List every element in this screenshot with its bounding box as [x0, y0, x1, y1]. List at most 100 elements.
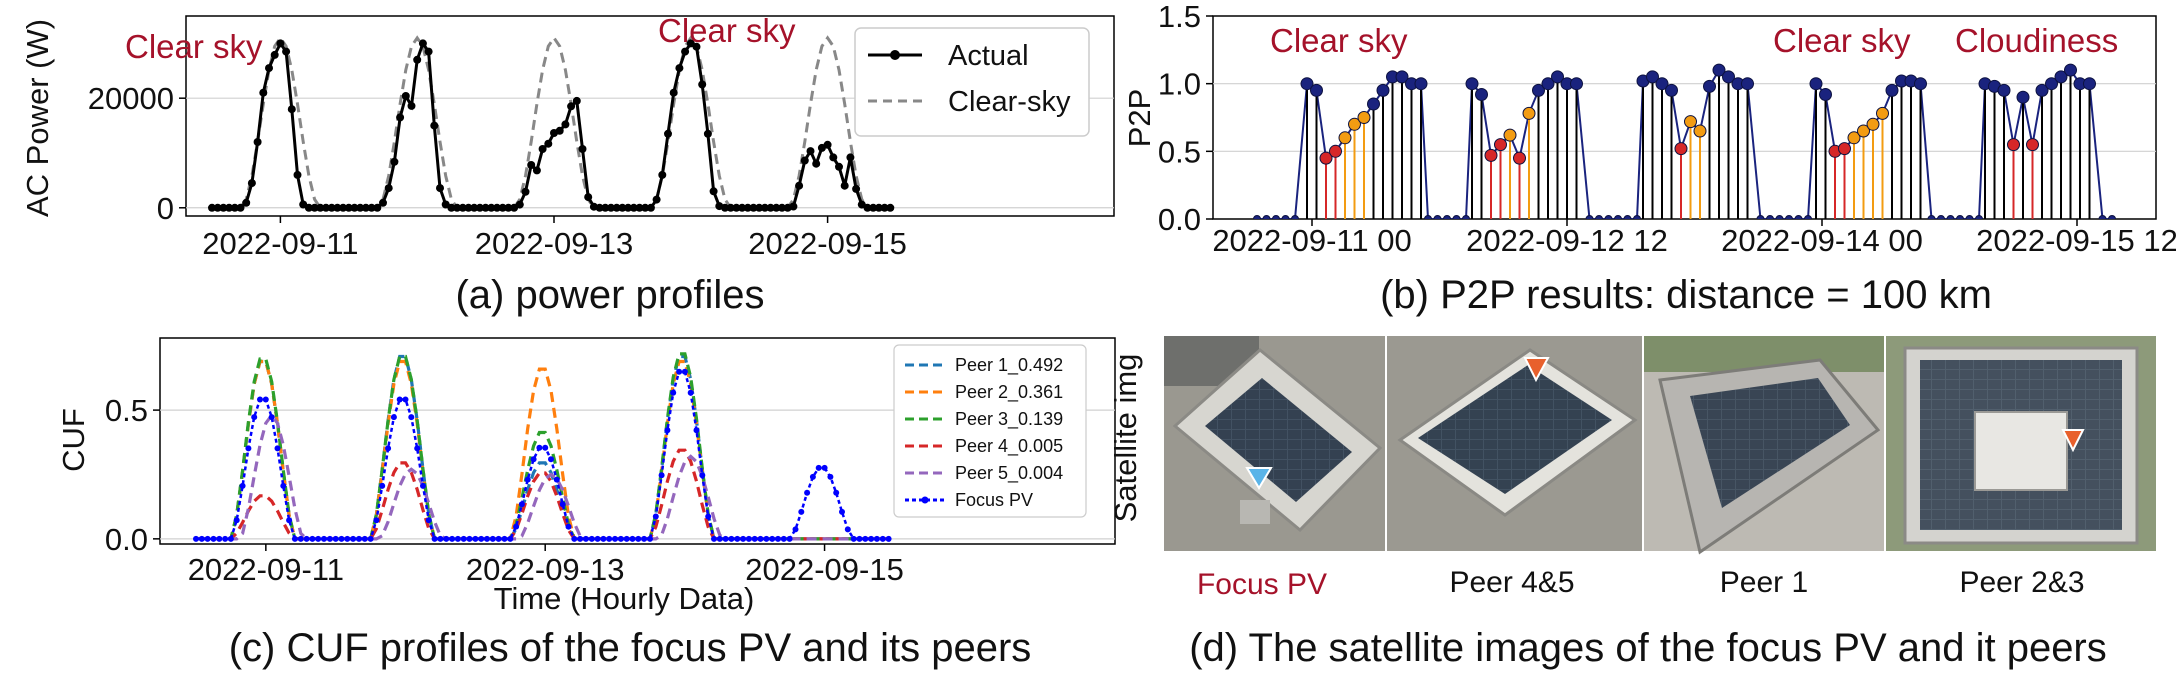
- point-focus-pv: [379, 482, 386, 489]
- point-focus-pv: [670, 389, 677, 396]
- point-p2p: [1503, 128, 1517, 142]
- point-actual: [379, 198, 387, 207]
- point-p2p: [1693, 124, 1707, 138]
- point-focus-pv: [460, 535, 467, 542]
- point-focus-pv: [297, 535, 304, 542]
- point-focus-pv: [431, 535, 438, 542]
- point-actual: [874, 203, 883, 212]
- point-p2p: [1300, 77, 1314, 91]
- point-actual: [413, 55, 422, 64]
- point-actual: [208, 203, 216, 212]
- point-focus-pv: [326, 535, 333, 542]
- point-actual: [812, 159, 821, 168]
- point-actual: [265, 64, 273, 73]
- point-p2p: [1281, 215, 1290, 219]
- point-p2p: [2064, 63, 2077, 77]
- point-actual: [418, 39, 427, 48]
- caption-a: (a) power profiles: [455, 273, 764, 317]
- point-p2p: [2007, 138, 2020, 152]
- point-p2p: [1847, 131, 1861, 145]
- point-p2p: [1424, 215, 1432, 219]
- point-p2p: [1965, 215, 1974, 219]
- point-actual: [800, 156, 809, 165]
- ylabel-c: CUF: [56, 408, 91, 472]
- point-p2p: [1475, 88, 1488, 101]
- point-p2p: [1541, 77, 1555, 91]
- point-p2p: [1262, 215, 1271, 219]
- point-actual: [755, 203, 764, 212]
- point-focus-pv: [484, 535, 490, 542]
- ytick-label-b: 0.0: [1158, 202, 1201, 237]
- point-focus-pv: [879, 535, 886, 542]
- xticks-c: 2022-09-11 2022-09-13 2022-09-15: [188, 544, 904, 587]
- point-p2p: [2054, 70, 2068, 84]
- point-p2p: [1857, 124, 1870, 138]
- solar-array: [1418, 365, 1612, 494]
- point-focus-pv: [280, 482, 287, 489]
- point-p2p: [2026, 138, 2039, 152]
- point-p2p: [2035, 83, 2049, 97]
- point-focus-pv: [705, 513, 712, 520]
- point-p2p: [1809, 77, 1823, 91]
- point-focus-pv: [495, 535, 502, 542]
- point-actual: [749, 203, 758, 212]
- point-focus-pv: [373, 517, 380, 524]
- point-actual: [835, 162, 843, 171]
- point-p2p: [1357, 111, 1371, 124]
- point-focus-pv: [454, 535, 461, 542]
- point-actual: [242, 198, 251, 207]
- annotation-clear-sky-b1: Clear sky: [1270, 22, 1408, 59]
- point-focus-pv: [757, 535, 764, 542]
- yticks-a: 0 20000: [88, 81, 186, 226]
- point-focus-pv: [635, 535, 642, 542]
- point-focus-pv: [309, 535, 316, 542]
- point-focus-pv: [780, 535, 787, 542]
- point-p2p: [1513, 151, 1526, 165]
- point-actual: [846, 153, 855, 162]
- series-b: [1253, 63, 2116, 219]
- point-focus-pv: [553, 476, 560, 483]
- point-focus-pv: [472, 535, 479, 542]
- point-actual: [230, 203, 239, 212]
- point-focus-pv: [745, 535, 752, 542]
- point-actual: [225, 203, 234, 212]
- point-focus-pv: [524, 476, 531, 483]
- point-p2p: [1703, 79, 1716, 93]
- point-p2p: [1532, 83, 1545, 97]
- point-actual: [384, 184, 393, 193]
- point-p2p: [1570, 77, 1583, 91]
- point-focus-pv: [711, 535, 717, 542]
- point-actual: [493, 203, 501, 212]
- point-focus-pv: [443, 535, 450, 542]
- point-focus-pv: [344, 535, 351, 542]
- point-actual: [629, 203, 638, 212]
- point-focus-pv: [612, 535, 618, 542]
- point-actual: [612, 203, 621, 212]
- point-actual: [453, 203, 462, 212]
- xtick-label-b: 2022-09-12 12: [1466, 223, 1668, 258]
- point-actual: [293, 170, 302, 179]
- point-focus-pv: [716, 535, 723, 542]
- point-actual: [726, 203, 735, 212]
- point-actual: [304, 203, 313, 212]
- point-p2p: [1452, 215, 1461, 219]
- point-actual: [743, 203, 752, 212]
- point-actual: [213, 203, 222, 212]
- ytick-label-c: 0.5: [105, 393, 148, 428]
- caption-d: (d) The satellite images of the focus PV…: [1189, 626, 2107, 670]
- point-p2p: [1997, 83, 2011, 97]
- point-actual: [447, 203, 456, 212]
- point-focus-pv: [530, 456, 537, 463]
- point-actual: [316, 203, 325, 212]
- point-focus-pv: [809, 473, 816, 480]
- xticks-a: 2022-09-11 2022-09-13 2022-09-15: [202, 216, 907, 261]
- point-focus-pv: [466, 535, 473, 542]
- point-focus-pv: [210, 535, 217, 542]
- point-focus-pv: [681, 368, 688, 375]
- point-focus-pv: [268, 414, 275, 421]
- caption-b: (b) P2P results: distance = 100 km: [1380, 273, 1992, 317]
- point-focus-pv: [501, 535, 508, 542]
- point-actual: [282, 47, 291, 56]
- point-actual: [681, 47, 690, 56]
- point-p2p: [1376, 83, 1390, 97]
